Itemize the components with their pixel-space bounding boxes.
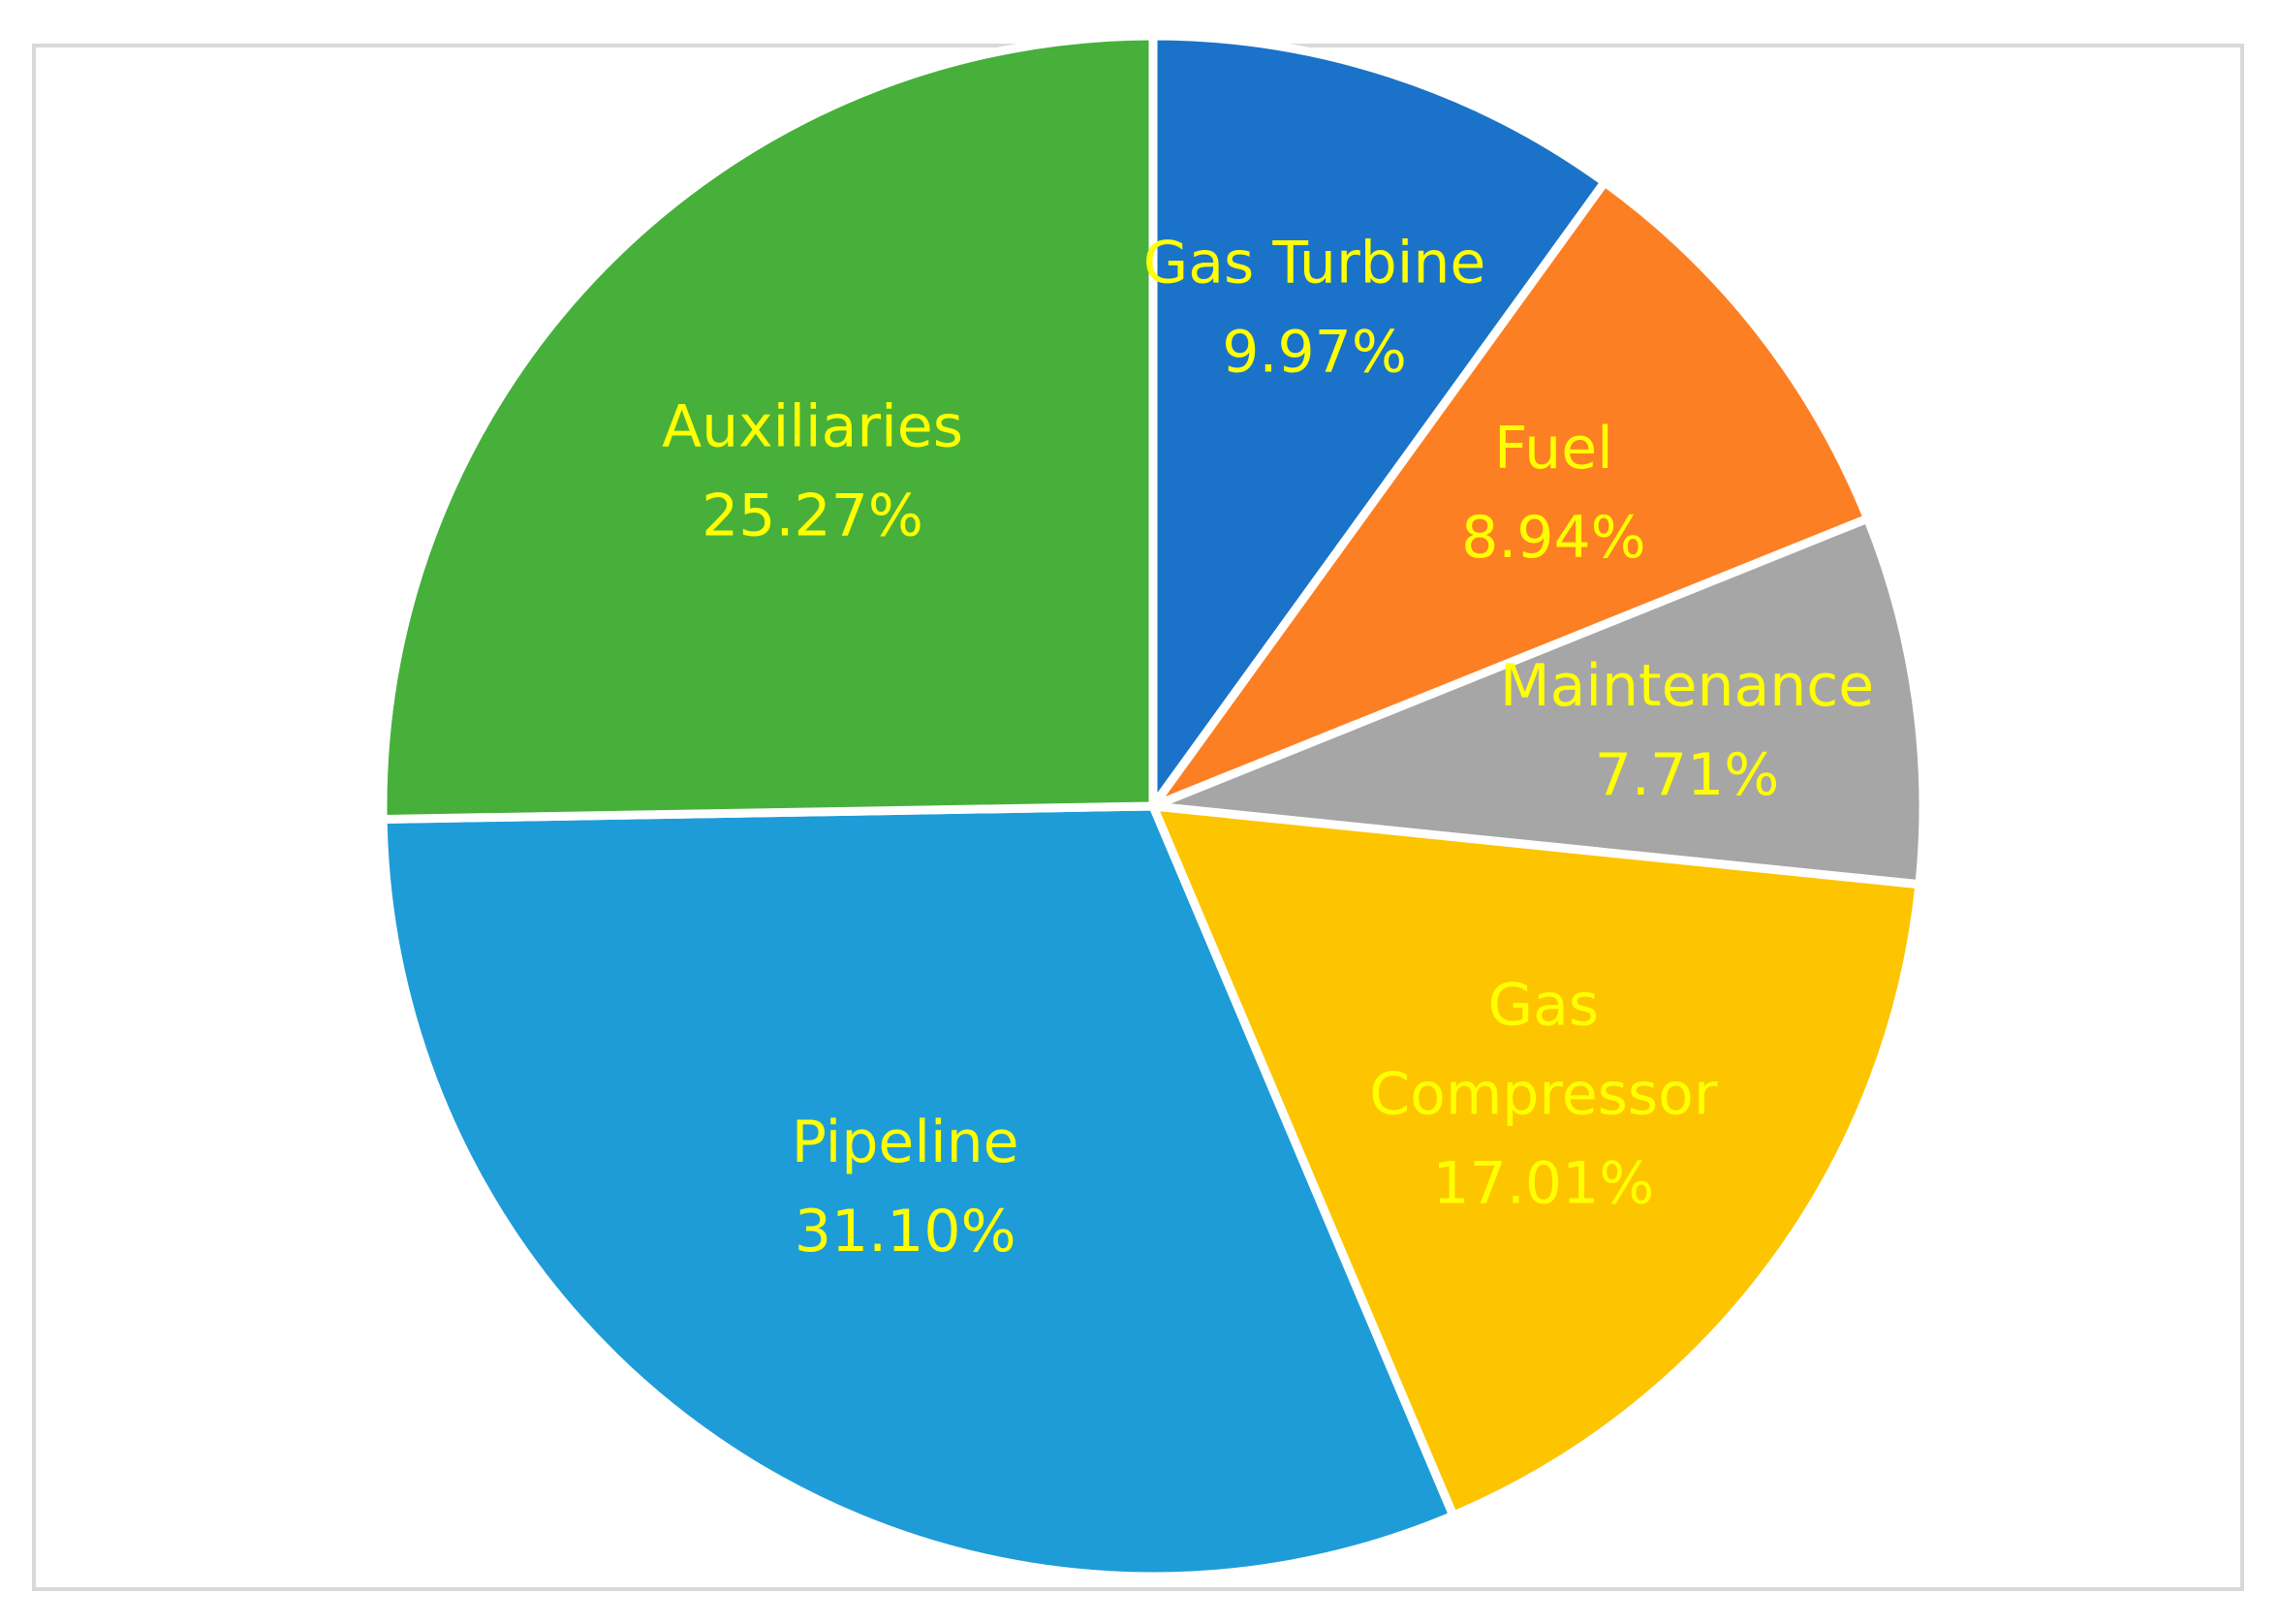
slice-label: Auxiliaries 25.27% xyxy=(662,392,963,549)
slice-label: Gas Compressor 17.01% xyxy=(1369,972,1718,1218)
slice-category-label: Auxiliaries xyxy=(662,392,963,460)
slice-label: Maintenance 7.71% xyxy=(1500,652,1874,809)
pie-slice-fuel xyxy=(1148,177,1873,811)
pie-slice-pipeline xyxy=(378,801,1458,1581)
pie-slice-auxiliaries xyxy=(378,31,1158,824)
pie-slice-gas-turbine xyxy=(1148,31,1609,811)
slice-value-label: 31.10% xyxy=(795,1198,1016,1265)
slice-label: Fuel 8.94% xyxy=(1461,415,1646,572)
slice-category-label: Gas xyxy=(1488,972,1600,1040)
pie-slice-maintenance xyxy=(1148,514,1928,890)
pie-slices xyxy=(378,31,1928,1581)
slice-category-label: Fuel xyxy=(1494,415,1613,483)
pie-slice-gas-compressor xyxy=(1148,801,1924,1520)
slice-label: Gas Turbine 9.97% xyxy=(1143,230,1486,387)
slice-category-label: Maintenance xyxy=(1500,652,1874,720)
slice-label: Pipeline 31.10% xyxy=(792,1109,1019,1265)
slice-category-label: Compressor xyxy=(1369,1061,1718,1129)
slice-value-label: 8.94% xyxy=(1461,504,1646,572)
slice-value-label: 25.27% xyxy=(702,482,923,549)
slice-category-label: Gas Turbine xyxy=(1143,230,1486,297)
slice-value-label: 9.97% xyxy=(1222,319,1407,387)
slice-category-label: Pipeline xyxy=(792,1109,1019,1176)
pie-labels: Gas Turbine 9.97% Fuel 8.94% Maintenance 7.71… xyxy=(662,230,1874,1265)
slice-value-label: 17.01% xyxy=(1432,1150,1654,1218)
slice-value-label: 7.71% xyxy=(1595,741,1780,809)
